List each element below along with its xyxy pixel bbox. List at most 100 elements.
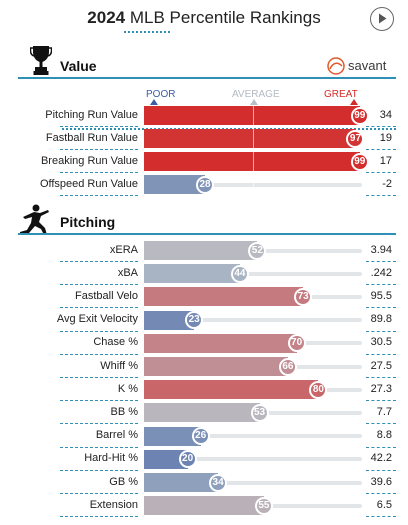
row-separator [60, 400, 138, 402]
scale-label-poor: POOR [146, 89, 176, 100]
percentile-circle[interactable]: 80 [309, 380, 328, 399]
row-separator [366, 400, 396, 402]
percentile-circle[interactable]: 23 [185, 311, 204, 330]
percentile-bar[interactable] [144, 380, 319, 400]
row-label: Barrel % [95, 429, 138, 442]
row-separator [366, 516, 396, 518]
row-separator [60, 446, 138, 448]
percentile-circle[interactable]: 73 [294, 287, 313, 306]
row-separator [366, 423, 396, 425]
bar-track [144, 318, 362, 323]
row-value: 30.5 [370, 336, 392, 349]
section-title-value: Value [60, 58, 97, 74]
percentile-bar[interactable] [144, 426, 201, 446]
percentile-circle[interactable]: 55 [254, 496, 273, 515]
savant-logo-icon[interactable] [327, 57, 345, 75]
row-label: xERA [109, 243, 138, 256]
percentile-circle[interactable]: 34 [209, 473, 228, 492]
section-divider-pitching [18, 233, 396, 235]
row-separator [60, 149, 138, 150]
row-value: 7.7 [376, 405, 392, 418]
percentile-circle[interactable]: 20 [178, 450, 197, 469]
row-separator [60, 172, 138, 173]
row-label: Extension [89, 498, 138, 511]
percentile-bar[interactable] [144, 106, 360, 125]
percentile-circle[interactable]: 44 [230, 264, 249, 283]
row-separator [60, 261, 138, 262]
percentile-bar[interactable] [144, 449, 188, 469]
row-separator [60, 469, 138, 471]
row-label: GB % [109, 475, 138, 488]
row-label: Offspeed Run Value [39, 177, 138, 190]
row-value: -2 [382, 177, 392, 190]
title-year: 2024 [87, 8, 126, 27]
row-separator [60, 284, 138, 286]
percentile-circle[interactable]: 26 [191, 427, 210, 446]
row-value: 89.8 [370, 313, 392, 326]
percentile-circle[interactable]: 28 [196, 175, 215, 194]
percentile-bar[interactable] [144, 357, 288, 376]
play-button[interactable] [370, 7, 394, 31]
percentile-bar[interactable] [144, 287, 304, 307]
row-label: K % [117, 382, 138, 395]
percentile-bar[interactable] [144, 241, 258, 260]
row-label: Fastball Run Value [45, 131, 138, 144]
percentile-circle[interactable]: 66 [278, 357, 297, 376]
percentile-bar[interactable] [144, 473, 219, 492]
title-underline [124, 31, 170, 33]
pitcher-icon [17, 203, 51, 237]
percentile-circle[interactable]: 99 [350, 106, 369, 125]
percentile-circle[interactable]: 70 [287, 334, 306, 353]
row-separator [60, 423, 138, 425]
row-label: Fastball Velo [75, 289, 138, 302]
row-separator [60, 516, 138, 518]
row-separator [366, 284, 396, 286]
row-separator [60, 493, 138, 494]
section-divider-value [18, 77, 396, 79]
bar-track [144, 480, 362, 485]
bar-track [144, 434, 362, 439]
percentile-bar[interactable] [144, 264, 240, 284]
page-title: 2024 MLB Percentile Rankings [0, 8, 408, 28]
row-separator [366, 261, 396, 262]
row-value: 39.6 [370, 475, 392, 488]
percentile-circle[interactable]: 97 [346, 129, 365, 148]
row-separator [60, 353, 138, 355]
bar-track [144, 271, 362, 276]
row-value: 34 [379, 108, 392, 121]
row-label: Chase % [93, 336, 138, 349]
scale-label-average: AVERAGE [232, 89, 280, 100]
percentile-bar[interactable] [144, 403, 260, 423]
row-separator [60, 195, 138, 196]
row-separator [366, 377, 396, 378]
row-separator [366, 330, 396, 332]
row-value: 8.8 [376, 429, 392, 442]
percentile-bar[interactable] [144, 496, 264, 516]
percentile-bar[interactable] [144, 175, 206, 194]
row-separator [60, 307, 138, 309]
row-label: Pitching Run Value [45, 108, 138, 121]
play-icon [379, 13, 387, 24]
row-label: BB % [110, 405, 138, 418]
row-separator [366, 307, 396, 309]
row-separator [366, 126, 396, 127]
bar-track [144, 457, 362, 462]
row-value: 27.5 [370, 359, 392, 372]
scale-marker-poor [150, 99, 158, 105]
row-value: 3.94 [370, 243, 392, 256]
section-title-pitching: Pitching [60, 214, 116, 230]
row-label: Whiff % [100, 359, 138, 372]
row-separator [366, 469, 396, 471]
percentile-bar[interactable] [144, 333, 297, 353]
percentile-circle[interactable]: 52 [248, 241, 267, 260]
row-label: xBA [117, 266, 138, 279]
scale-markers [150, 99, 358, 105]
row-separator [366, 149, 396, 150]
savant-brand-label[interactable]: savant [348, 58, 387, 73]
percentile-bar[interactable] [144, 129, 356, 148]
row-separator [366, 493, 396, 494]
percentile-bar[interactable] [144, 152, 360, 171]
percentile-circle[interactable]: 99 [350, 152, 369, 171]
percentile-bar[interactable] [144, 310, 195, 330]
percentile-circle[interactable]: 53 [250, 403, 269, 422]
